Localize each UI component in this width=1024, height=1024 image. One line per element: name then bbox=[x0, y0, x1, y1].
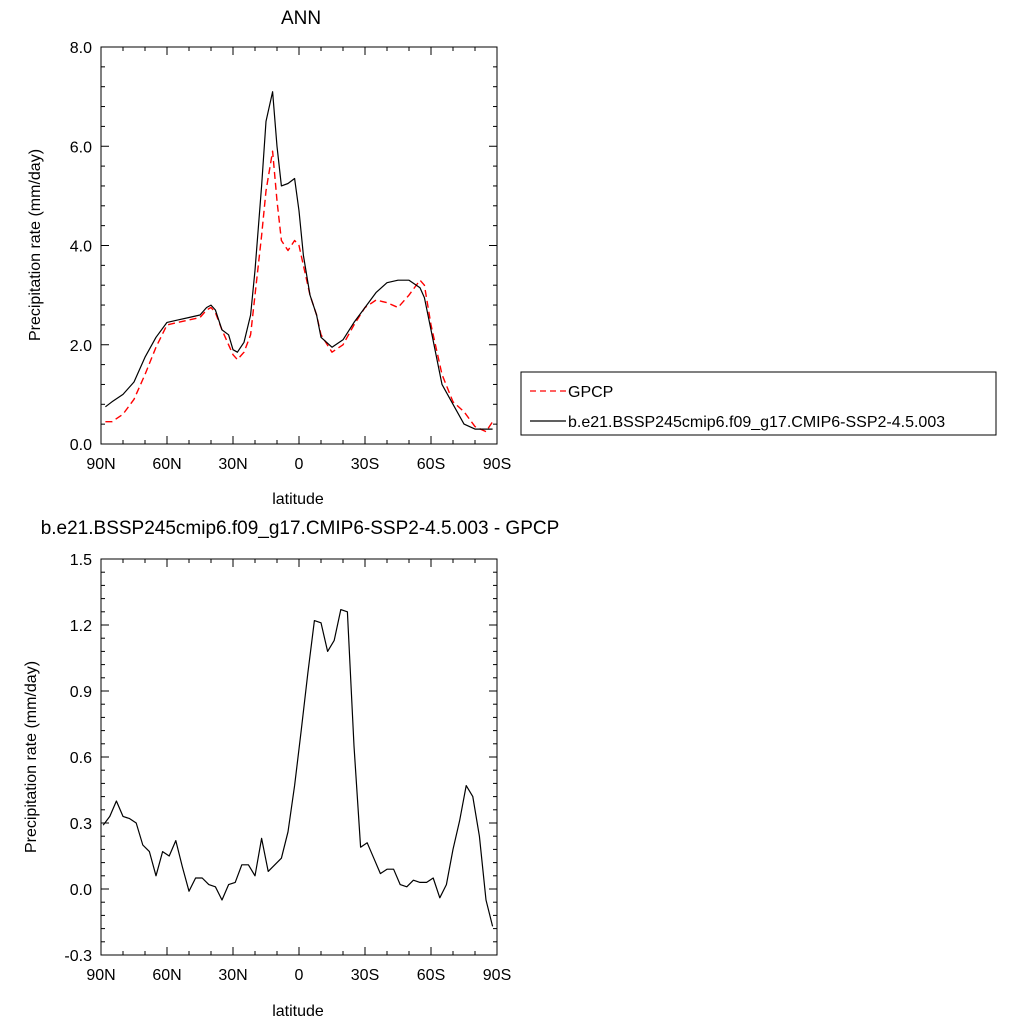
bottom-x-tick-label: 30S bbox=[351, 967, 379, 984]
top-axis-ticks bbox=[100, 46, 498, 445]
bottom-y-tick-label: 1.2 bbox=[70, 618, 92, 635]
bottom-plot-frame bbox=[100, 558, 498, 956]
bottom-x-tick-label: 60S bbox=[417, 967, 445, 984]
top-y-tick-label: 2.0 bbox=[70, 338, 92, 355]
top-x-tick-label: 0 bbox=[295, 456, 304, 473]
bottom-x-tick-labels: 90N 60N 30N 0 30S 60S 90S bbox=[86, 967, 511, 984]
top-series-line-1 bbox=[105, 91, 493, 430]
bottom-y-tick-label: 0.3 bbox=[70, 816, 92, 833]
top-y-tick-label: 6.0 bbox=[70, 139, 92, 156]
top-series-line-0 bbox=[105, 150, 494, 433]
bottom-y-tick-label: 0.0 bbox=[70, 882, 92, 899]
bottom-x-tick-label: 60N bbox=[152, 967, 181, 984]
bottom-y-tick-label: -0.3 bbox=[64, 948, 92, 965]
top-chart-title: ANN bbox=[281, 8, 321, 29]
top-x-tick-label: 30S bbox=[351, 456, 379, 473]
top-x-tick-label: 30N bbox=[218, 456, 247, 473]
bottom-x-axis-label: latitude bbox=[272, 1003, 324, 1020]
legend-label-gpcp: GPCP bbox=[568, 384, 613, 401]
bottom-series-lines bbox=[102, 608, 494, 927]
bottom-x-tick-label: 90S bbox=[483, 967, 511, 984]
top-y-tick-label: 8.0 bbox=[70, 40, 92, 57]
legend-box bbox=[520, 371, 997, 436]
bottom-panel: b.e21.BSSP245cmip6.f09_g17.CMIP6-SSP2-4.… bbox=[23, 518, 559, 1020]
bottom-y-tick-labels: -0.3 0.0 0.3 0.6 0.9 1.2 1.5 bbox=[64, 552, 92, 965]
bottom-x-tick-label: 0 bbox=[295, 967, 304, 984]
bottom-series-line-0 bbox=[102, 608, 494, 927]
top-y-axis-label: Precipitation rate (mm/day) bbox=[27, 149, 44, 341]
bottom-x-tick-label: 30N bbox=[218, 967, 247, 984]
bottom-y-tick-label: 0.6 bbox=[70, 750, 92, 767]
top-panel: ANN 0.02.04.06.08.0 90N 60N 30N 0 30S 60S 90S … bbox=[27, 8, 511, 508]
bottom-y-axis-label: Precipitation rate (mm/day) bbox=[23, 661, 40, 853]
legend-label-model: b.e21.BSSP245cmip6.f09_g17.CMIP6-SSP2-4.… bbox=[568, 414, 945, 431]
top-x-tick-labels: 90N 60N 30N 0 30S 60S 90S bbox=[86, 456, 511, 473]
top-x-tick-label: 60N bbox=[152, 456, 181, 473]
top-x-tick-label: 90S bbox=[483, 456, 511, 473]
bottom-y-tick-label: 1.5 bbox=[70, 552, 92, 569]
top-y-tick-labels: 0.0 2.0 4.0 6.0 8.0 bbox=[70, 40, 92, 454]
top-y-tick-label: 0.0 bbox=[70, 437, 92, 454]
bottom-y-tick-label: 0.9 bbox=[70, 684, 92, 701]
top-x-tick-label: 90N bbox=[86, 456, 115, 473]
bottom-axis-ticks bbox=[100, 558, 498, 956]
top-x-axis-label: latitude bbox=[272, 491, 324, 508]
top-y-tick-label: 4.0 bbox=[70, 239, 92, 256]
top-series-lines bbox=[105, 91, 494, 433]
legend: GPCP b.e21.BSSP245cmip6.f09_g17.CMIP6-SS… bbox=[520, 371, 997, 436]
bottom-x-tick-label: 90N bbox=[86, 967, 115, 984]
top-x-tick-label: 60S bbox=[417, 456, 445, 473]
bottom-chart-title: b.e21.BSSP245cmip6.f09_g17.CMIP6-SSP2-4.… bbox=[41, 518, 560, 539]
